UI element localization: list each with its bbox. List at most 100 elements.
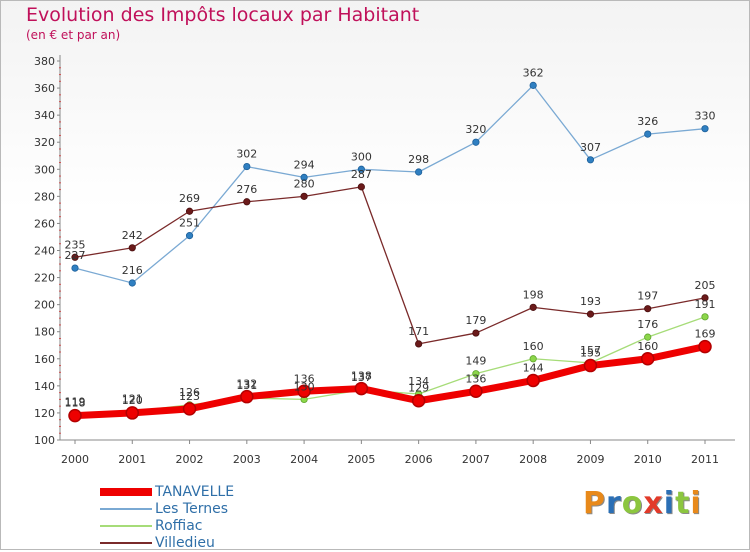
point-les-ternes [243,162,251,171]
logo-letter: r [606,486,622,521]
legend-swatch [100,488,152,496]
point-villedieu [243,198,251,206]
point-villedieu [357,183,365,191]
data-label-roffiac: 137 [351,371,372,384]
y-tick-label: 340 [34,109,55,122]
x-tick-label: 2003 [233,453,261,466]
data-label-tanavelle: 118 [65,397,86,410]
data-label-les-ternes: 294 [294,158,315,171]
data-label-les-ternes: 330 [695,110,716,123]
x-tick-label: 2001 [118,453,146,466]
data-label-roffiac: 191 [695,298,716,311]
data-label-roffiac: 131 [236,379,257,392]
point-villedieu [586,310,595,318]
point-villedieu [71,253,79,261]
logo-letter: i [690,486,702,521]
point-tanavelle [125,406,140,420]
data-label-roffiac: 157 [580,344,601,357]
legend-label: Les Ternes [155,501,228,517]
x-tick-label: 2011 [691,453,719,466]
x-tick-label: 2008 [519,453,547,466]
legend-item-les-ternes: Les Ternes [100,501,320,518]
data-label-villedieu: 280 [294,177,315,190]
point-tanavelle [583,358,598,373]
series-line-tanavelle [71,343,709,420]
legend-label: TANAVELLE [155,484,235,500]
y-tick-label: 120 [34,407,55,420]
chart-subtitle: (en € et par an) [26,28,121,42]
data-label-villedieu: 276 [236,183,257,196]
y-tick-label: 260 [34,217,55,230]
x-tick-label: 2002 [176,453,204,466]
data-label-les-ternes: 307 [580,141,601,154]
data-label-tanavelle: 136 [294,372,315,385]
point-les-ternes [357,165,365,173]
data-label-tanavelle: 144 [523,361,544,374]
point-les-ternes [71,264,79,272]
point-roffiac [701,313,709,321]
logo-letter: t [675,486,691,521]
legend-swatch [100,508,152,510]
data-label-les-ternes: 320 [465,123,486,136]
x-tick-label: 2005 [347,453,375,466]
point-les-ternes [128,279,136,287]
point-villedieu [644,305,652,313]
point-tanavelle [182,402,197,416]
point-villedieu [701,294,709,302]
data-label-roffiac: 149 [465,355,486,368]
y-tick-label: 180 [34,326,55,339]
y-tick-label: 360 [34,82,55,95]
data-label-les-ternes: 302 [236,148,257,161]
series-line-villedieu [74,186,706,345]
point-les-ternes [415,168,423,176]
x-tick-label: 2006 [405,453,433,466]
point-tanavelle [640,352,655,366]
point-roffiac [472,370,480,378]
y-tick-label: 240 [34,245,55,258]
chart-title: Evolution des Impôts locaux par Habitant [26,4,420,26]
data-label-les-ternes: 298 [408,153,429,166]
y-tick-label: 300 [34,163,55,176]
data-label-roffiac: 126 [179,386,200,399]
data-label-les-ternes: 300 [351,150,372,163]
data-label-villedieu: 287 [351,168,372,181]
data-label-les-ternes: 216 [122,264,143,277]
data-label-roffiac: 121 [122,393,143,406]
point-villedieu [415,340,423,348]
logo-letter: x [643,486,664,521]
data-label-roffiac: 176 [637,318,658,331]
data-label-villedieu: 205 [695,279,716,292]
point-villedieu [472,329,480,337]
point-les-ternes [472,138,480,146]
data-label-villedieu: 269 [179,192,200,205]
point-roffiac [529,355,537,363]
legend-label: Roffiac [155,518,203,534]
point-villedieu [185,207,194,215]
data-label-villedieu: 179 [465,314,486,327]
data-label-tanavelle: 160 [637,340,658,353]
data-label-tanavelle: 138 [351,370,372,383]
logo-letter: P [583,486,606,521]
legend-label: Villedieu [155,535,215,551]
series-line-les-ternes [74,84,706,284]
point-villedieu [300,192,308,200]
point-tanavelle [469,384,483,399]
data-label-les-ternes: 326 [637,115,658,128]
data-label-roffiac: 130 [294,380,315,393]
logo-letter: i [663,486,676,521]
data-label-tanavelle: 136 [465,372,486,385]
point-tanavelle [354,381,369,396]
legend-swatch [100,542,152,544]
data-label-villedieu: 242 [122,229,143,242]
point-tanavelle [698,339,712,354]
x-tick-label: 2004 [290,453,318,466]
point-tanavelle [526,373,540,388]
y-tick-label: 320 [34,136,55,149]
x-tick-label: 2000 [61,453,89,466]
point-les-ternes [529,81,537,89]
point-les-ternes [701,125,709,133]
legend-item-roffiac: Roffiac [100,518,320,535]
legend-item-tanavelle: TANAVELLE [100,484,320,501]
